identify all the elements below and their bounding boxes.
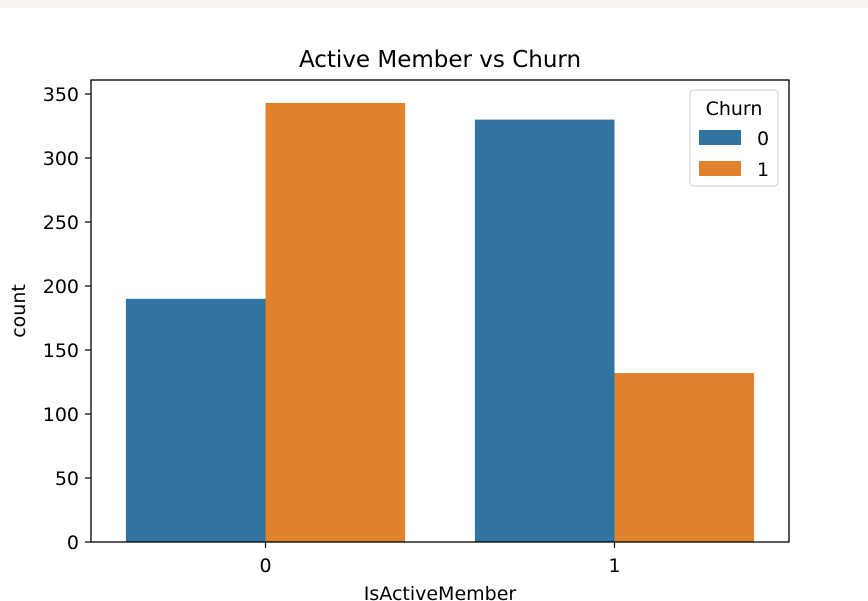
x-tick-label: 1 — [608, 555, 620, 577]
legend-title: Churn — [706, 98, 763, 120]
legend-swatch-1 — [699, 161, 741, 176]
legend: Churn 0 1 — [689, 89, 779, 187]
x-tick-label: 0 — [259, 555, 271, 577]
bar-churn-1-member-0 — [265, 102, 406, 543]
legend-label-1: 1 — [757, 159, 769, 181]
y-tick-label: 50 — [55, 468, 79, 490]
y-tick-label: 100 — [43, 404, 79, 426]
y-tick-label: 0 — [67, 532, 79, 554]
bars — [125, 102, 755, 543]
y-tick-label: 150 — [43, 340, 79, 362]
bar-churn-0-member-1 — [474, 119, 615, 542]
chart-title: Active Member vs Churn — [299, 47, 581, 73]
y-tick-label: 200 — [43, 276, 79, 298]
legend-label-0: 0 — [757, 128, 769, 150]
top-strip — [0, 0, 868, 8]
x-axis-label: IsActiveMember — [364, 583, 517, 601]
y-tick-label: 250 — [43, 212, 79, 234]
y-axis: 0 50 100 150 200 250 300 350 — [43, 84, 91, 554]
y-tick-label: 300 — [43, 148, 79, 170]
y-axis-label: count — [8, 284, 30, 338]
y-tick-label: 350 — [43, 84, 79, 106]
plot-frame — [90, 79, 790, 543]
bar-churn-0-member-0 — [125, 298, 266, 542]
legend-swatch-0 — [699, 130, 741, 145]
bar-churn-1-member-1 — [614, 373, 755, 542]
